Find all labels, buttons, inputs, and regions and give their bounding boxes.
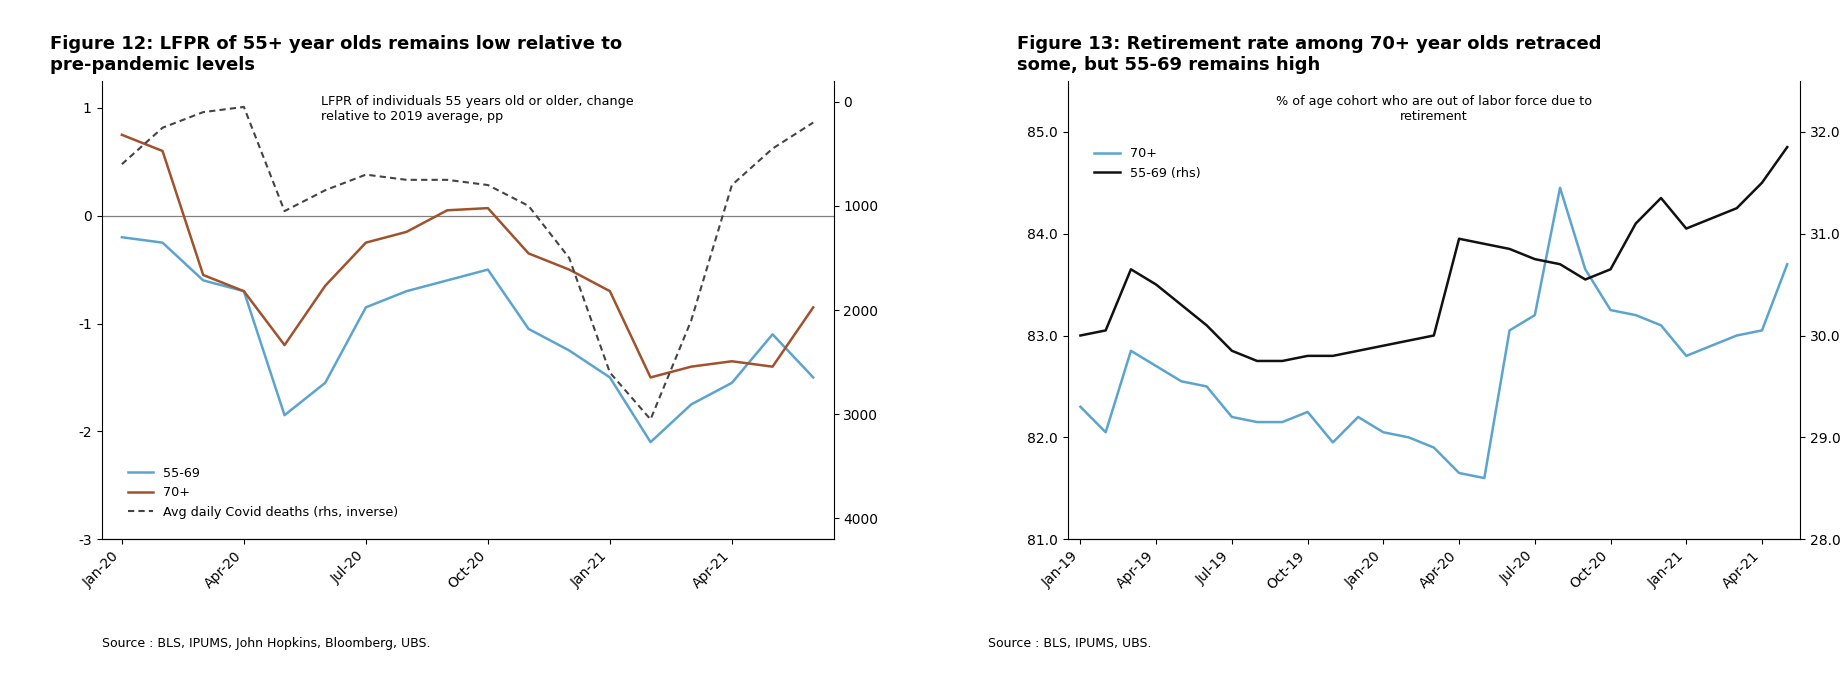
Text: Figure 13: Retirement rate among 70+ year olds retraced
some, but 55-69 remains : Figure 13: Retirement rate among 70+ yea… — [1017, 35, 1600, 73]
Text: Source : BLS, IPUMS, John Hopkins, Bloomberg, UBS.: Source : BLS, IPUMS, John Hopkins, Bloom… — [102, 637, 430, 650]
Text: LFPR of individuals 55 years old or older, change
relative to 2019 average, pp: LFPR of individuals 55 years old or olde… — [321, 94, 633, 123]
Text: Source : BLS, IPUMS, UBS.: Source : BLS, IPUMS, UBS. — [988, 637, 1152, 650]
Legend: 55-69, 70+, Avg daily Covid deaths (rhs, inverse): 55-69, 70+, Avg daily Covid deaths (rhs,… — [122, 462, 404, 524]
Text: Figure 12: LFPR of 55+ year olds remains low relative to
pre-pandemic levels: Figure 12: LFPR of 55+ year olds remains… — [50, 35, 622, 73]
Text: % of age cohort who are out of labor force due to
retirement: % of age cohort who are out of labor for… — [1276, 94, 1591, 123]
Legend: 70+, 55-69 (rhs): 70+, 55-69 (rhs) — [1089, 142, 1205, 185]
